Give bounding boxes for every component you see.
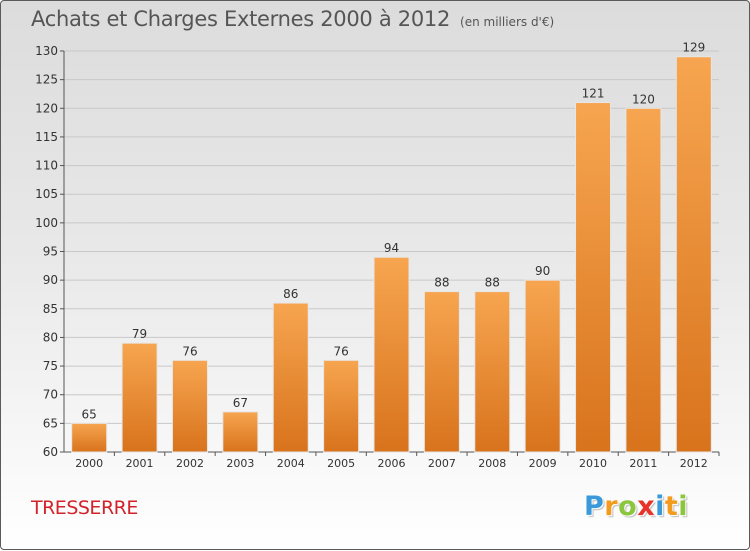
y-tick-label: 65 (43, 416, 58, 430)
x-tick-label: 2007 (428, 457, 456, 470)
x-tick-label: 2000 (75, 457, 103, 470)
x-tick-label: 2004 (277, 457, 305, 470)
logo-letter: r (604, 491, 619, 522)
bar (71, 422, 108, 453)
y-tick-label: 110 (35, 159, 58, 173)
y-tick-label: 100 (35, 216, 58, 230)
y-tick-label: 90 (43, 273, 58, 287)
logo-letter: i (678, 491, 689, 522)
y-tick-label: 115 (35, 130, 58, 144)
x-tick-label: 2008 (478, 457, 506, 470)
bar (222, 411, 259, 453)
y-tick-label: 105 (35, 187, 58, 201)
bar (323, 359, 360, 453)
proxiti-logo: Proxiti (584, 491, 688, 522)
y-tick-label: 130 (35, 44, 58, 58)
data-label: 67 (233, 396, 248, 410)
y-tick-label: 85 (43, 302, 58, 316)
data-label: 94 (384, 241, 399, 255)
y-tick-label: 80 (43, 330, 58, 344)
y-tick-label: 120 (35, 101, 58, 115)
bar (625, 107, 662, 453)
logo-letter: x (637, 491, 656, 522)
y-tick-labels: 60 65 70 75 80 85 90 95 100 105 110 115 120 125 130 (35, 44, 58, 459)
bar (171, 359, 208, 453)
logo-letter: P (584, 491, 605, 522)
data-label: 86 (283, 287, 298, 301)
chart-title-text: Achats et Charges Externes 2000 à 2012 (31, 7, 451, 31)
logo-letter: t (664, 491, 679, 522)
logo-letter: o (618, 491, 638, 522)
bar (675, 56, 712, 453)
x-tick-label: 2001 (126, 457, 154, 470)
data-label: 76 (182, 344, 197, 358)
y-tick-label: 95 (43, 245, 58, 259)
bar (524, 279, 561, 453)
y-tick-label: 75 (43, 359, 58, 373)
data-label: 88 (434, 276, 449, 290)
data-label: 79 (132, 327, 147, 341)
x-tick-label: 2012 (680, 457, 708, 470)
data-label: 88 (485, 276, 500, 290)
x-tick-label: 2006 (378, 457, 406, 470)
x-tick-label: 2002 (176, 457, 204, 470)
x-tick-label: 2010 (579, 457, 607, 470)
value-labels: 65 79 76 67 86 76 94 88 88 90 121 120 129 (82, 41, 706, 422)
chart-subtitle: (en milliers d'€) (460, 15, 555, 29)
bars (71, 56, 712, 453)
data-label: 76 (333, 344, 348, 358)
bar (474, 291, 511, 453)
bar (272, 302, 309, 453)
bar (575, 102, 612, 453)
logo-letter: i (655, 491, 665, 522)
y-tick-label: 70 (43, 388, 58, 402)
x-tick-label: 2005 (327, 457, 355, 470)
chart-title: Achats et Charges Externes 2000 à 2012 (e… (31, 7, 554, 31)
bar (373, 256, 410, 453)
data-label: 65 (82, 407, 97, 421)
x-tick-label: 2009 (529, 457, 557, 470)
x-tick-label: 2003 (226, 457, 254, 470)
data-label: 121 (582, 87, 605, 101)
commune-name: TRESSERRE (31, 497, 138, 519)
y-tick-label: 125 (35, 73, 58, 87)
data-label: 90 (535, 264, 550, 278)
bar (423, 291, 460, 453)
data-label: 120 (632, 92, 655, 106)
data-label: 129 (682, 41, 705, 55)
x-tick-label: 2011 (629, 457, 657, 470)
x-tick-labels: 2000 2001 2002 2003 2004 2005 2006 2007 2008 2009… (75, 457, 708, 470)
bar (121, 342, 158, 453)
y-tick-label: 60 (43, 445, 58, 459)
